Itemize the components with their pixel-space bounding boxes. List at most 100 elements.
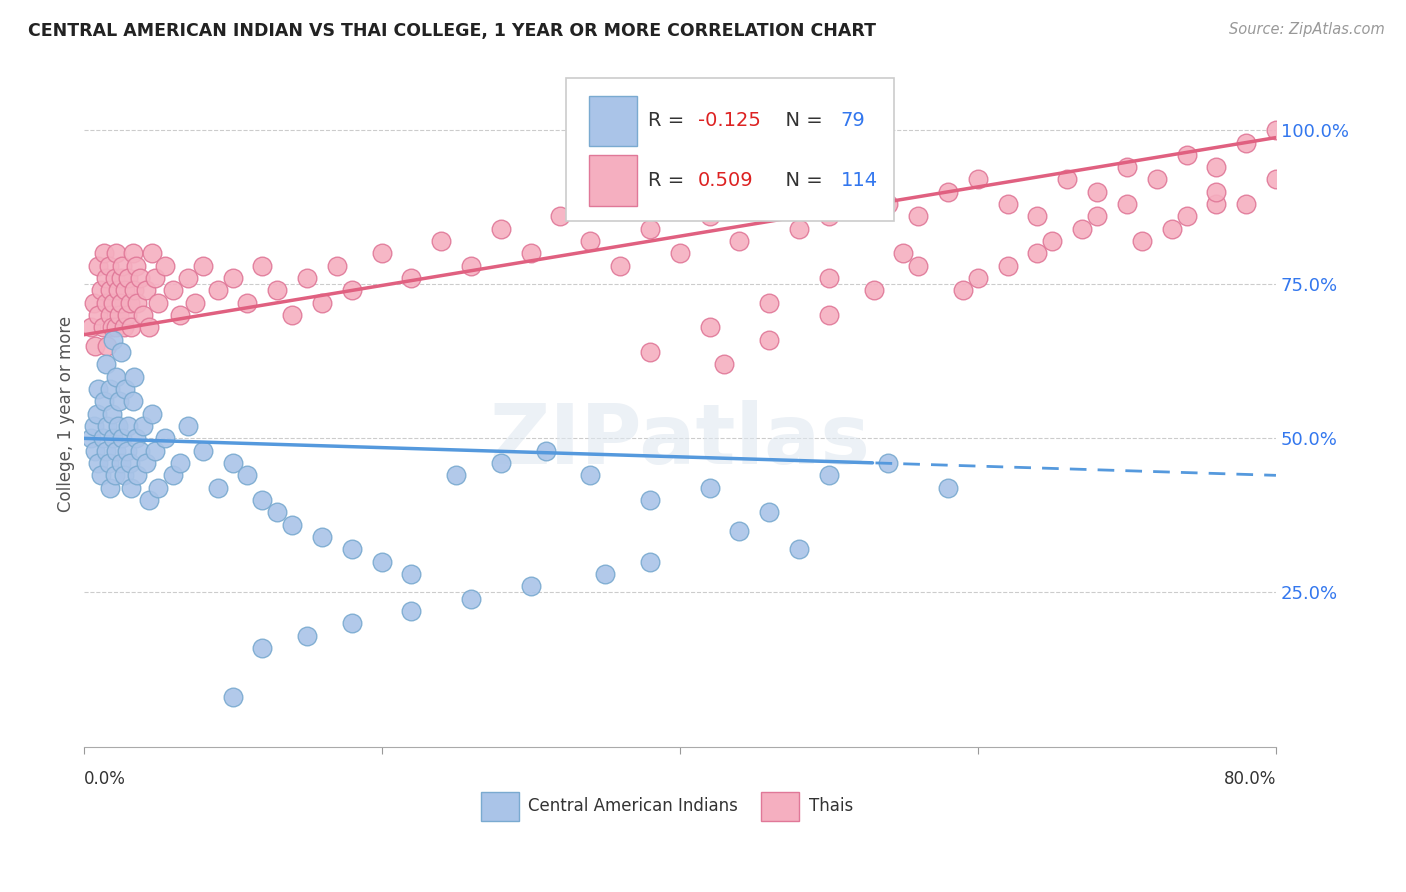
Text: Source: ZipAtlas.com: Source: ZipAtlas.com [1229, 22, 1385, 37]
Point [83, 295, 105, 310]
Text: Thais: Thais [808, 797, 853, 815]
Point [132, 419, 155, 434]
Point [94, 443, 117, 458]
Text: R =: R = [648, 112, 690, 130]
Point [758, 295, 780, 310]
Point [191, 259, 214, 273]
Point [519, 246, 541, 260]
Point [121, 394, 143, 409]
Point [668, 246, 690, 260]
Point [103, 333, 125, 347]
Point [1205, 197, 1227, 211]
Point [111, 431, 134, 445]
Point [1265, 123, 1288, 137]
Point [108, 308, 131, 322]
Point [108, 394, 131, 409]
Point [104, 271, 127, 285]
Point [460, 591, 482, 606]
Text: Central American Indians: Central American Indians [529, 797, 738, 815]
Point [129, 271, 152, 285]
Point [87, 259, 110, 273]
Point [122, 369, 145, 384]
Point [138, 320, 160, 334]
Point [146, 295, 169, 310]
Text: ZIPatlas: ZIPatlas [489, 400, 870, 481]
Point [340, 284, 363, 298]
Point [862, 284, 884, 298]
Point [817, 308, 839, 322]
Point [162, 468, 184, 483]
Point [98, 382, 121, 396]
Point [83, 419, 105, 434]
Text: 79: 79 [841, 112, 866, 130]
Point [579, 234, 602, 248]
Point [141, 407, 163, 421]
Point [907, 210, 929, 224]
Text: N =: N = [773, 171, 828, 190]
Point [107, 419, 129, 434]
Point [281, 308, 304, 322]
Point [936, 185, 959, 199]
Text: 0.0%: 0.0% [83, 770, 125, 788]
Point [105, 369, 128, 384]
Point [115, 443, 138, 458]
Point [103, 295, 125, 310]
Point [98, 308, 121, 322]
Point [184, 295, 207, 310]
Point [221, 690, 243, 705]
Point [94, 358, 117, 372]
Point [699, 210, 721, 224]
Point [169, 308, 191, 322]
Point [340, 542, 363, 557]
Point [787, 542, 810, 557]
Point [146, 481, 169, 495]
Point [155, 259, 177, 273]
Point [997, 259, 1019, 273]
Point [221, 271, 243, 285]
Point [1085, 185, 1108, 199]
FancyBboxPatch shape [481, 792, 519, 822]
Point [1146, 172, 1168, 186]
Point [401, 566, 423, 581]
Point [430, 234, 453, 248]
Point [90, 468, 112, 483]
Point [110, 295, 132, 310]
Point [1026, 210, 1049, 224]
Point [252, 259, 274, 273]
Point [252, 640, 274, 655]
Point [609, 259, 631, 273]
Point [112, 468, 135, 483]
Text: N =: N = [773, 112, 828, 130]
Point [135, 456, 157, 470]
Point [966, 172, 988, 186]
Point [550, 210, 572, 224]
Point [110, 456, 132, 470]
Point [105, 443, 128, 458]
Point [326, 259, 349, 273]
Point [104, 468, 127, 483]
Point [117, 419, 139, 434]
Point [110, 271, 132, 285]
Point [125, 259, 148, 273]
Point [593, 566, 616, 581]
Point [191, 443, 214, 458]
Point [638, 555, 661, 569]
Point [638, 345, 661, 359]
Point [891, 246, 914, 260]
Point [127, 295, 149, 310]
Point [96, 339, 118, 353]
Point [295, 271, 318, 285]
Point [236, 468, 259, 483]
Point [758, 333, 780, 347]
Point [952, 284, 974, 298]
Point [1115, 160, 1137, 174]
Point [1160, 222, 1182, 236]
Point [103, 431, 125, 445]
Point [489, 222, 512, 236]
Point [699, 320, 721, 334]
Point [266, 505, 288, 519]
Point [1175, 210, 1198, 224]
Point [84, 339, 107, 353]
Point [311, 530, 333, 544]
Point [177, 419, 200, 434]
